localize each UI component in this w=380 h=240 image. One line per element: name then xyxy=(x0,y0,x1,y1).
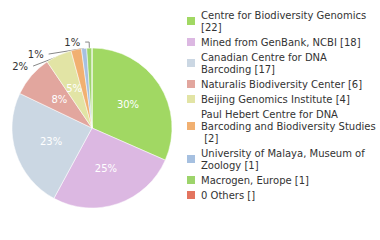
svg-text:Mined from GenBank, NCBI [18]: Mined from GenBank, NCBI [18] xyxy=(201,37,361,48)
svg-text:Paul Hebert Centre for DNA: Paul Hebert Centre for DNA xyxy=(201,109,341,120)
svg-text:2%: 2% xyxy=(12,61,28,72)
svg-text:Centre for Biodiversity Genomi: Centre for Biodiversity Genomics xyxy=(201,10,369,21)
svg-text:Naturalis Biodiversity Center: Naturalis Biodiversity Center [6] xyxy=(201,79,362,90)
svg-text:Barcoding [17]: Barcoding [17] xyxy=(201,64,275,75)
svg-text:0 Others []: 0 Others [] xyxy=(201,190,255,201)
svg-text:Zoology [1]: Zoology [1] xyxy=(201,160,259,171)
svg-text:Canadian Centre for DNA: Canadian Centre for DNA xyxy=(201,52,330,63)
svg-text:1%: 1% xyxy=(64,37,80,48)
svg-text:1%: 1% xyxy=(28,49,44,60)
svg-text:Barcoding and Biodiversity Stu: Barcoding and Biodiversity Studies xyxy=(201,121,376,132)
svg-text:8%: 8% xyxy=(51,94,67,105)
svg-text:[2]: [2] xyxy=(201,133,218,144)
svg-text:[22]: [22] xyxy=(201,22,222,33)
svg-text:Beijing Genomics Institute [4]: Beijing Genomics Institute [4] xyxy=(201,94,350,105)
svg-text:30%: 30% xyxy=(117,99,139,110)
svg-text:Macrogen, Europe [1]: Macrogen, Europe [1] xyxy=(201,175,309,186)
svg-text:5%: 5% xyxy=(66,83,82,94)
svg-text:University of Malaya, Museum o: University of Malaya, Museum of xyxy=(201,148,368,159)
svg-text:25%: 25% xyxy=(95,163,117,174)
svg-text:23%: 23% xyxy=(40,136,62,147)
